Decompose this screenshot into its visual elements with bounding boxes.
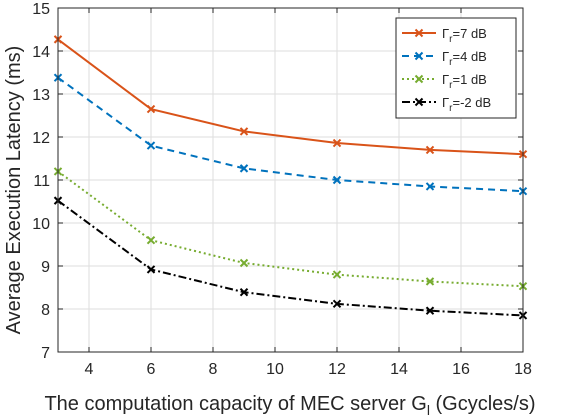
series-line <box>57 199 524 317</box>
y-tick-label: 13 <box>32 87 50 104</box>
legend-entry: Γr=7 dB <box>402 26 487 45</box>
legend-label: Γr=1 dB <box>442 72 487 91</box>
x-tick-label: 8 <box>209 361 218 378</box>
legend-label: Γr=4 dB <box>442 49 487 68</box>
legend-marker <box>414 97 424 107</box>
plot-series <box>53 35 528 320</box>
y-tick-label: 15 <box>32 1 50 18</box>
x-axis-label: The computation capacity of MEC server G… <box>44 393 535 418</box>
legend-label: Γr=-2 dB <box>442 95 491 114</box>
x-tick-label: 4 <box>85 361 94 378</box>
y-tick-label: 10 <box>32 216 50 233</box>
y-axis-label: Average Execution Latency (ms) <box>3 46 25 335</box>
series-line <box>57 76 524 193</box>
data-point <box>239 288 249 297</box>
y-tick-label: 12 <box>32 130 50 147</box>
series-0 <box>53 35 528 159</box>
y-tick-label: 7 <box>41 345 50 362</box>
data-point <box>146 265 156 274</box>
legend-entry: Γr=1 dB <box>402 72 487 91</box>
data-point <box>146 141 156 150</box>
x-tick-label: 12 <box>328 361 346 378</box>
y-tick-label: 8 <box>41 302 50 319</box>
data-point <box>425 145 435 155</box>
legend: Γr=7 dB Γr=4 dB Γr=1 dB Γr=-2 dB <box>395 17 517 119</box>
legend-marker <box>414 51 424 61</box>
data-point <box>425 277 435 286</box>
axes <box>57 7 524 353</box>
data-point <box>332 270 342 279</box>
x-tick-label: 14 <box>390 361 408 378</box>
data-point <box>425 182 435 191</box>
x-axis-label-unit: (Gcycles/s) <box>430 393 536 415</box>
series-line <box>57 170 524 288</box>
data-point <box>332 138 342 148</box>
x-tick-label: 6 <box>147 361 156 378</box>
data-point <box>239 164 249 173</box>
data-point <box>239 258 249 268</box>
x-tick-label: 10 <box>266 361 284 378</box>
data-point <box>146 235 156 245</box>
legend-entry: Γr=4 dB <box>402 49 487 68</box>
data-point <box>425 306 435 315</box>
legend-label: Γr=7 dB <box>442 26 487 45</box>
tick-labels: 4 6 8 10 12 14 16 18 7 8 9 10 11 12 13 14 15 <box>32 1 532 378</box>
y-tick-label: 11 <box>33 173 50 190</box>
y-tick-label: 14 <box>32 44 50 61</box>
x-tick-label: 16 <box>452 361 470 378</box>
series-2 <box>53 167 528 291</box>
data-point <box>332 175 342 185</box>
x-axis-label-main: The computation capacity of MEC server G <box>44 393 426 415</box>
legend-marker <box>414 28 424 38</box>
series-3 <box>53 196 528 320</box>
x-tick-label: 18 <box>514 361 532 378</box>
x-axis-label-subscript: l <box>427 402 430 418</box>
data-point <box>239 127 249 136</box>
data-point <box>146 104 156 114</box>
series-line <box>57 38 524 156</box>
data-point <box>332 299 342 309</box>
y-tick-label: 9 <box>41 259 50 276</box>
legend-entry: Γr=-2 dB <box>402 95 491 114</box>
legend-marker <box>414 74 424 84</box>
